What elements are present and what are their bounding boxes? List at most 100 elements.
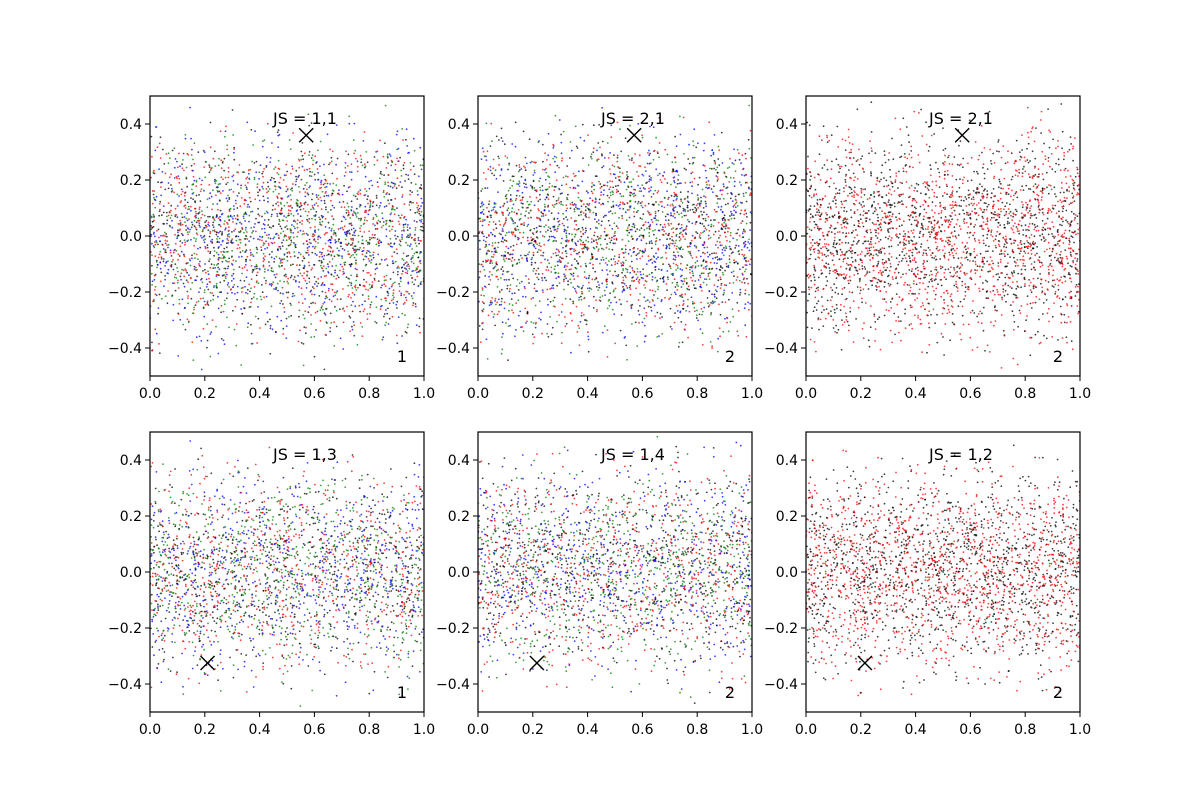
scatter-point (650, 247, 653, 250)
scatter-point (419, 252, 421, 255)
scatter-point (177, 355, 180, 357)
scatter-point (505, 219, 507, 222)
scatter-point (710, 225, 712, 228)
scatter-point (238, 164, 241, 166)
scatter-point (385, 219, 388, 222)
scatter-point (280, 209, 282, 212)
scatter-point (666, 238, 668, 241)
scatter-point (506, 271, 508, 273)
scatter-point (616, 121, 619, 124)
scatter-point (356, 192, 359, 195)
scatter-point (310, 175, 313, 178)
scatter-point (700, 210, 702, 213)
scatter-point (239, 221, 241, 224)
scatter-point (598, 198, 601, 201)
scatter-point (626, 227, 629, 229)
scatter-point (339, 308, 341, 311)
scatter-point (273, 288, 275, 290)
scatter-point (641, 321, 644, 324)
scatter-point (282, 292, 284, 295)
scatter-point (227, 170, 230, 173)
scatter-point (676, 245, 678, 248)
scatter-point (672, 199, 675, 202)
scatter-point (298, 174, 300, 177)
scatter-point (607, 299, 610, 302)
scatter-point (503, 202, 506, 205)
scatter-point (345, 209, 348, 212)
scatter-point (414, 237, 416, 240)
scatter-point (589, 258, 592, 261)
scatter-point (642, 195, 645, 197)
scatter-point (667, 219, 670, 222)
scatter-point (354, 245, 357, 248)
scatter-point (369, 312, 371, 315)
scatter-point (733, 185, 736, 188)
scatter-point (608, 237, 611, 240)
scatter-point (537, 273, 540, 275)
scatter-point (552, 305, 555, 307)
scatter-point (293, 294, 296, 297)
scatter-point (367, 213, 370, 216)
scatter-point (680, 212, 683, 215)
scatter-point (598, 284, 600, 286)
scatter-point (286, 252, 289, 254)
scatter-point (524, 296, 527, 298)
scatter-point (205, 271, 207, 274)
scatter-point (662, 244, 665, 247)
scatter-point (369, 306, 372, 309)
scatter-point (291, 187, 293, 190)
scatter-point (419, 214, 422, 217)
scatter-point (319, 236, 322, 239)
scatter-point (150, 233, 153, 236)
scatter-point (202, 236, 205, 238)
scatter-point (681, 341, 684, 344)
scatter-point (150, 135, 153, 138)
scatter-point (715, 297, 718, 300)
scatter-point (593, 234, 596, 237)
scatter-point (578, 296, 581, 299)
scatter-point (330, 227, 333, 230)
scatter-point (314, 311, 317, 314)
scatter-point (366, 198, 369, 201)
scatter-point (704, 196, 707, 199)
scatter-point (634, 194, 637, 197)
scatter-point (195, 253, 198, 256)
scatter-point (530, 258, 533, 261)
scatter-point (151, 242, 153, 245)
scatter-point (623, 203, 626, 206)
scatter-point (749, 273, 752, 275)
scatter-point (228, 210, 231, 213)
scatter-point (582, 157, 584, 160)
scatter-point (346, 190, 348, 193)
scatter-point (412, 201, 415, 204)
scatter-point (317, 282, 320, 285)
scatter-point (334, 269, 336, 272)
scatter-point (235, 222, 238, 225)
scatter-point (527, 223, 530, 226)
scatter-point (613, 289, 615, 291)
scatter-point (151, 202, 154, 205)
scatter-point (534, 161, 537, 164)
scatter-point (297, 231, 299, 234)
scatter-point (205, 278, 208, 281)
scatter-point (500, 303, 503, 306)
scatter-point (368, 208, 371, 211)
scatter-point (298, 315, 300, 318)
scatter-point (177, 270, 179, 273)
scatter-point (261, 284, 263, 286)
scatter-point (640, 239, 643, 242)
scatter-point (721, 224, 724, 227)
scatter-point (204, 247, 207, 250)
scatter-point (154, 328, 157, 331)
scatter-point (682, 116, 685, 119)
scatter-point (601, 153, 603, 156)
scatter-point (377, 241, 380, 244)
scatter-point (654, 215, 657, 217)
scatter-point (267, 190, 270, 193)
scatter-point (670, 212, 672, 215)
scatter-point (311, 217, 313, 220)
scatter-point (236, 298, 239, 301)
scatter-point (518, 166, 521, 169)
scatter-point (310, 269, 313, 271)
scatter-point (168, 176, 171, 179)
